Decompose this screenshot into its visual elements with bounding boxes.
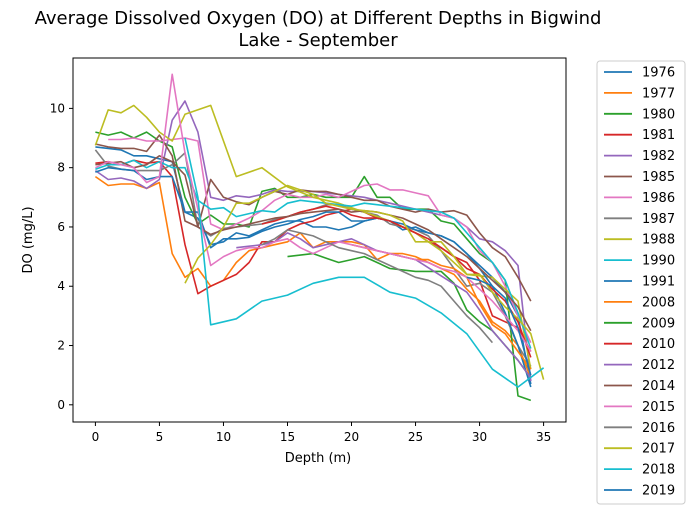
series-line-2017 — [184, 184, 545, 380]
series-line-2009 — [287, 252, 532, 379]
legend-frame — [596, 60, 686, 505]
chart-title-line-1: Average Dissolved Oxygen (DO) at Differe… — [35, 8, 602, 29]
legend-label-1990: 1990 — [642, 254, 675, 269]
series-line-2018 — [184, 137, 545, 388]
series-line-2019 — [466, 276, 532, 376]
legend-label-2009: 2009 — [642, 316, 675, 331]
series-line-2015 — [95, 73, 532, 352]
legend-label-1982: 1982 — [642, 149, 675, 164]
legend-label-2019: 2019 — [642, 484, 675, 499]
legend-label-2015: 2015 — [642, 400, 675, 415]
series-line-2010 — [261, 205, 532, 358]
x-axis-ticks: 0 5 10 15 20 25 30 35 — [92, 422, 551, 444]
series-line-2014 — [95, 155, 532, 332]
series-line-1988 — [94, 104, 532, 370]
legend: 1976 1977 1980 1981 1982 1985 1986 1987 1988 1990… — [596, 60, 686, 505]
x-tick-label: 30 — [472, 430, 487, 444]
x-tick-label: 35 — [536, 430, 551, 444]
x-tick-label: 25 — [408, 430, 423, 444]
legend-label-2014: 2014 — [642, 379, 675, 394]
legend-label-1991: 1991 — [642, 275, 675, 290]
legend-label-2018: 2018 — [642, 463, 675, 478]
series-line-1985 — [95, 134, 532, 302]
y-tick-label: 10 — [50, 101, 65, 115]
chart-title-line-2: Lake - September — [238, 30, 398, 51]
legend-label-1981: 1981 — [642, 128, 675, 143]
series-layer — [94, 73, 545, 402]
series-line-1987 — [94, 149, 532, 367]
legend-label-1986: 1986 — [642, 191, 675, 206]
legend-label-1977: 1977 — [642, 86, 675, 101]
legend-label-1988: 1988 — [642, 233, 675, 248]
x-tick-label: 10 — [216, 430, 231, 444]
series-line-2016 — [261, 229, 494, 344]
legend-label-2017: 2017 — [642, 442, 675, 457]
series-line-1986 — [108, 137, 532, 343]
legend-label-1985: 1985 — [642, 170, 675, 185]
y-tick-label: 4 — [57, 279, 65, 293]
legend-label-2012: 2012 — [642, 358, 675, 373]
y-tick-label: 0 — [57, 398, 65, 412]
legend-label-1976: 1976 — [642, 66, 675, 81]
series-line-1976 — [95, 146, 532, 385]
series-line-1990 — [95, 159, 532, 349]
legend-label-1980: 1980 — [642, 107, 675, 122]
y-tick-label: 8 — [57, 161, 65, 175]
legend-label-2010: 2010 — [642, 337, 675, 352]
y-tick-label: 6 — [57, 220, 65, 234]
series-line-1981 — [95, 159, 532, 352]
x-tick-label: 0 — [92, 430, 100, 444]
legend-label-2016: 2016 — [642, 421, 675, 436]
legend-label-2008: 2008 — [642, 295, 675, 310]
y-tick-label: 2 — [57, 339, 65, 353]
series-line-1982 — [94, 100, 532, 382]
x-tick-label: 20 — [344, 430, 359, 444]
y-axis-label: DO (mg/L) — [21, 206, 36, 273]
x-tick-label: 15 — [280, 430, 295, 444]
x-axis-label: Depth (m) — [285, 451, 352, 466]
legend-label-1987: 1987 — [642, 212, 675, 227]
y-axis-ticks: 0 2 4 6 8 10 — [50, 101, 73, 412]
series-line-2012 — [236, 232, 532, 379]
series-line-1991 — [95, 166, 532, 388]
plot-frame — [72, 57, 567, 423]
x-tick-label: 5 — [156, 430, 164, 444]
